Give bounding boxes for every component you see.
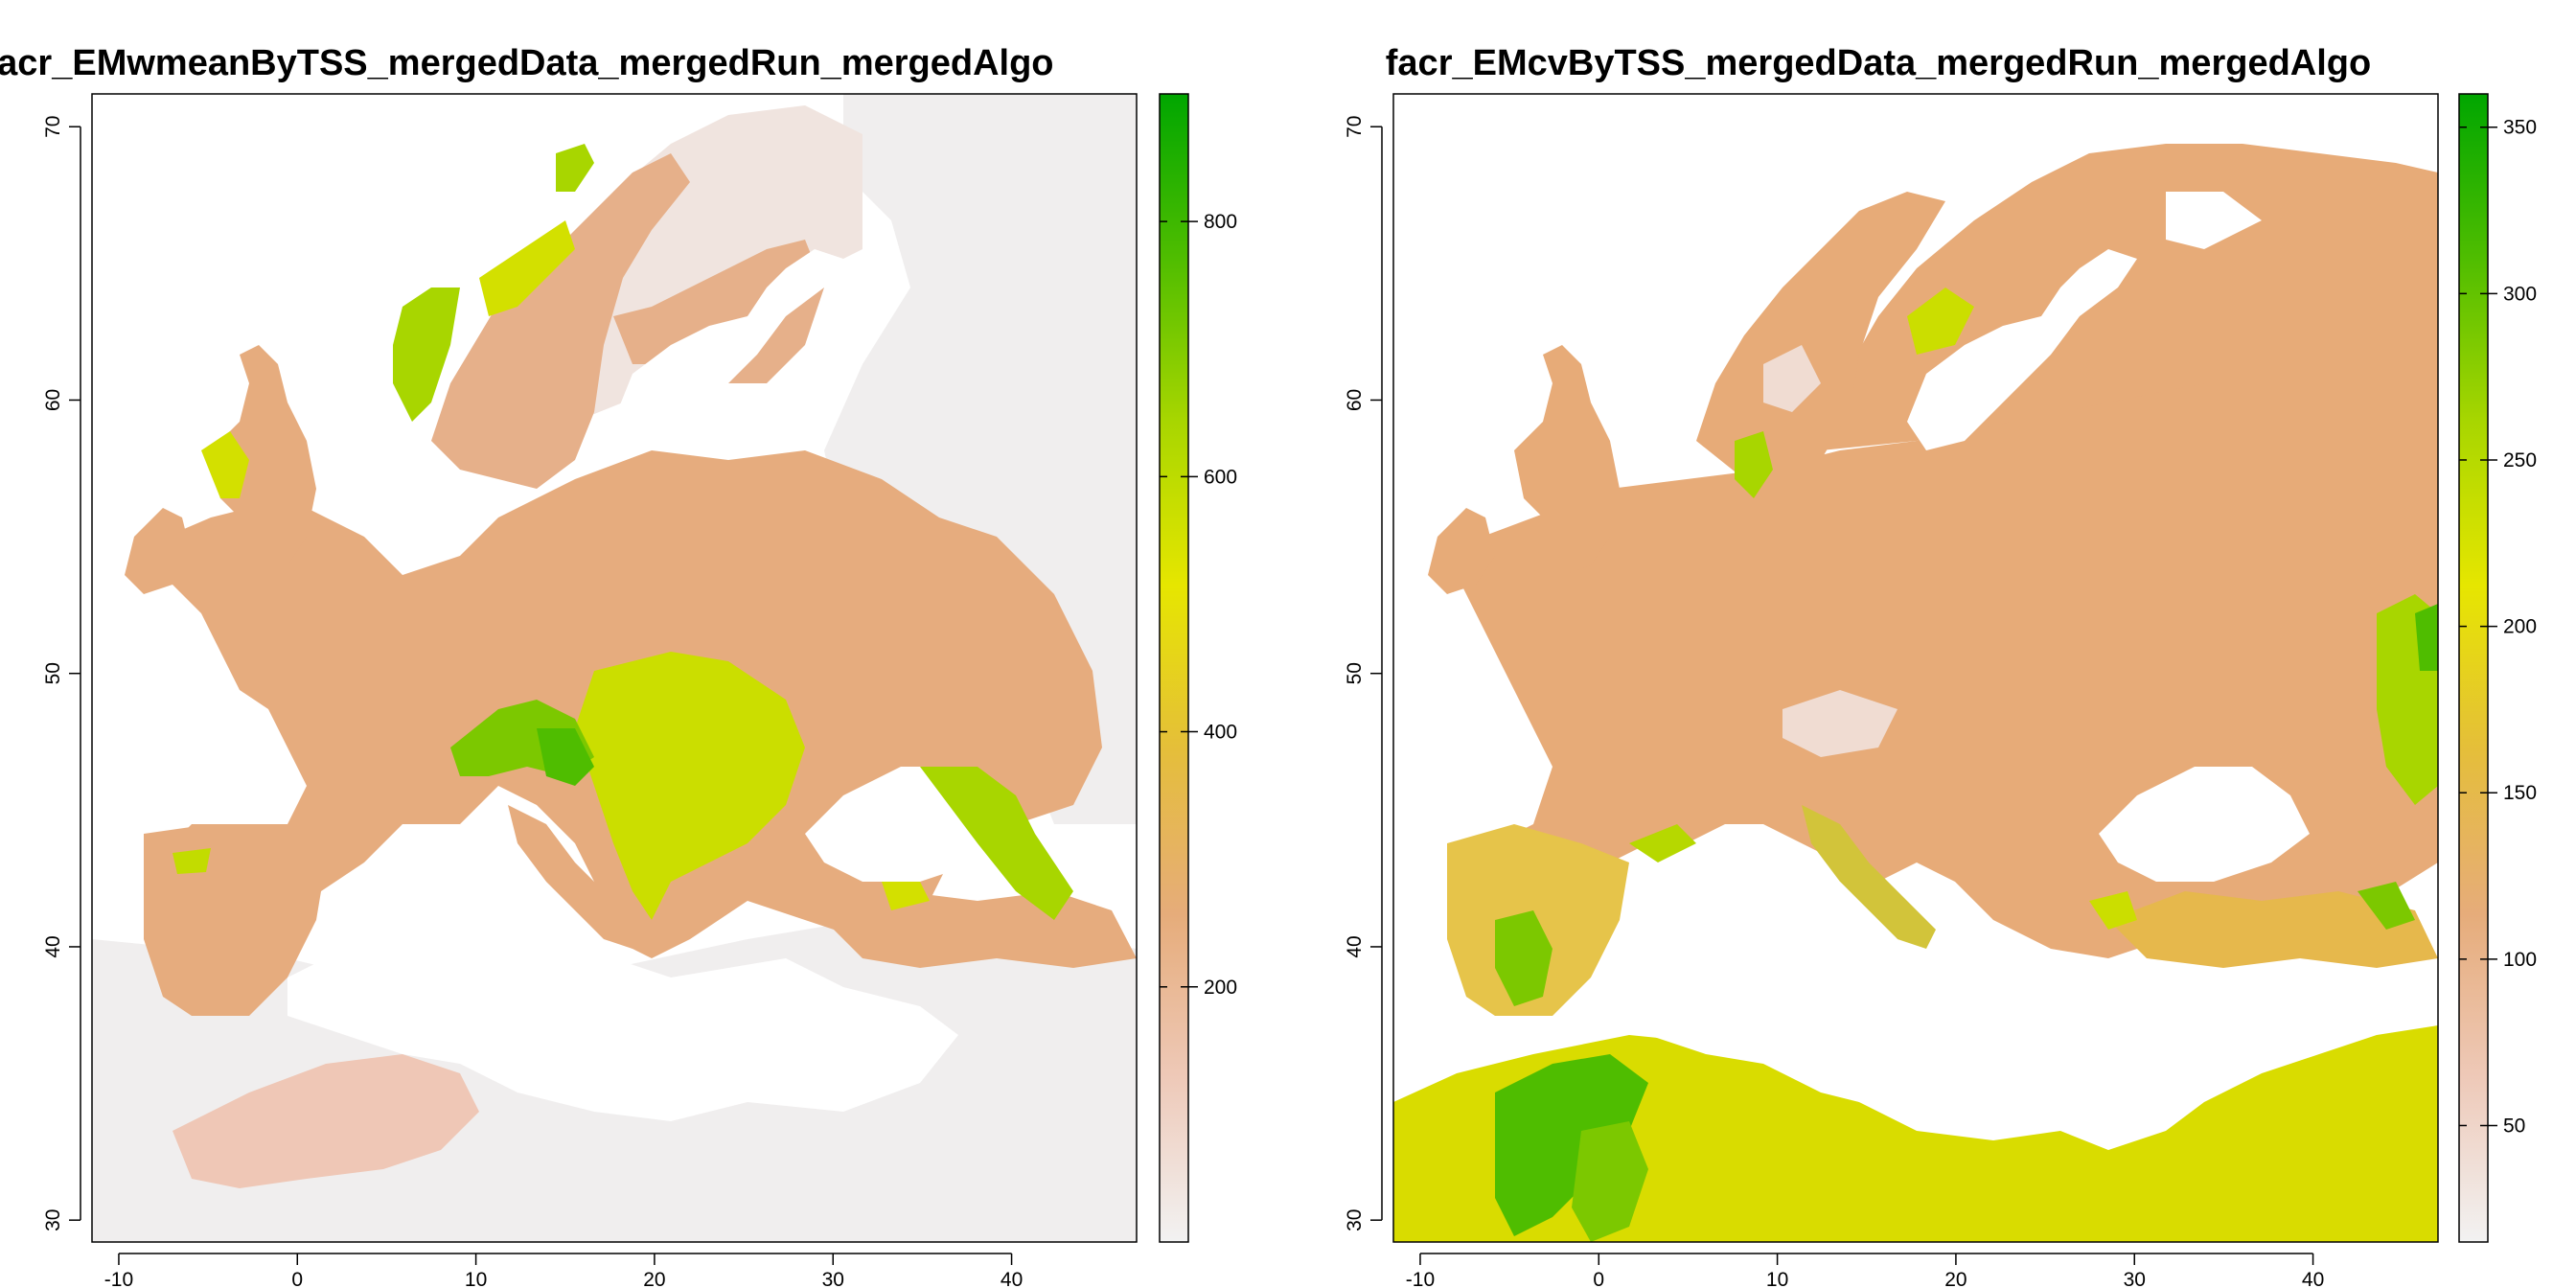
right-y-tick-label: 30	[1344, 1209, 1366, 1231]
left-legend-tick-label: 200	[1204, 977, 1237, 999]
right-map-title: facr_EMcvByTSS_mergedData_mergedRun_merg…	[1386, 43, 2371, 83]
right-x-tick-label: 30	[2124, 1269, 2146, 1288]
left-legend-tick-label: 600	[1204, 466, 1237, 488]
right-map-raster	[1393, 94, 2438, 1242]
left-map-title: facr_EMwmeanByTSS_mergedData_mergedRun_m…	[0, 43, 1054, 83]
right-x-tick-label: -10	[1406, 1269, 1435, 1288]
left-map-axes: -10 0 10 20 30 40 30 40 50 60 70	[42, 116, 1023, 1288]
left-color-legend-ticks: 200 400 600 800	[1160, 211, 1237, 999]
right-y-tick-label: 70	[1344, 116, 1366, 138]
right-color-legend-bar	[2458, 93, 2489, 1243]
left-legend-tick-label: 800	[1204, 211, 1237, 233]
left-color-legend-bar	[1159, 93, 1189, 1243]
left-mediterranean-sea	[288, 882, 958, 1121]
left-y-tick-label: 40	[42, 935, 64, 957]
right-legend-tick-label: 250	[2503, 449, 2537, 472]
right-color-legend-ticks: 50 100 150 200 250 300 350	[2459, 117, 2537, 1137]
left-x-tick-label: 10	[465, 1269, 487, 1288]
right-x-tick-label: 20	[1944, 1269, 1966, 1288]
left-baltic-sea	[613, 249, 843, 450]
left-hotspots	[172, 144, 1073, 920]
left-map-frame	[91, 93, 1138, 1243]
right-legend-tick-label: 200	[2503, 616, 2537, 638]
right-legend-tick-label: 50	[2503, 1115, 2525, 1137]
left-x-tick-label: 40	[1000, 1269, 1023, 1288]
left-panel: facr_EMwmeanByTSS_mergedData_mergedRun_m…	[0, 43, 1237, 1288]
left-x-tick-label: -10	[104, 1269, 133, 1288]
right-legend-tick-label: 100	[2503, 949, 2537, 971]
left-x-tick-label: 30	[822, 1269, 844, 1288]
left-x-tick-label: 0	[291, 1269, 303, 1288]
left-y-tick-label: 30	[42, 1209, 64, 1231]
left-map-raster	[92, 94, 1137, 1242]
left-x-tick-label: 20	[643, 1269, 665, 1288]
left-y-tick-label: 50	[42, 662, 64, 684]
left-y-tick-label: 60	[42, 389, 64, 411]
right-mediterranean-sea	[1591, 882, 2262, 1121]
right-legend-tick-label: 350	[2503, 117, 2537, 139]
right-black-sea	[2099, 767, 2310, 882]
right-y-tick-label: 50	[1344, 662, 1366, 684]
left-y-tick-label: 70	[42, 116, 64, 138]
right-y-tick-label: 60	[1344, 389, 1366, 411]
right-map-axes: -10 0 10 20 30 40 30 40 50 60 70	[1344, 116, 2324, 1288]
left-legend-tick-label: 400	[1204, 722, 1237, 744]
right-x-tick-label: 40	[2302, 1269, 2324, 1288]
right-y-tick-label: 40	[1344, 935, 1366, 957]
right-north-africa-land	[1393, 1025, 2438, 1242]
right-legend-tick-label: 150	[2503, 782, 2537, 804]
right-legend-tick-label: 300	[2503, 283, 2537, 305]
right-x-tick-label: 10	[1766, 1269, 1788, 1288]
right-x-tick-label: 0	[1593, 1269, 1604, 1288]
right-hotspots	[1629, 288, 2438, 930]
right-baltic-sea	[1907, 249, 2137, 450]
right-panel: facr_EMcvByTSS_mergedData_mergedRun_merg…	[1344, 43, 2537, 1288]
right-map-frame	[1392, 93, 2439, 1243]
